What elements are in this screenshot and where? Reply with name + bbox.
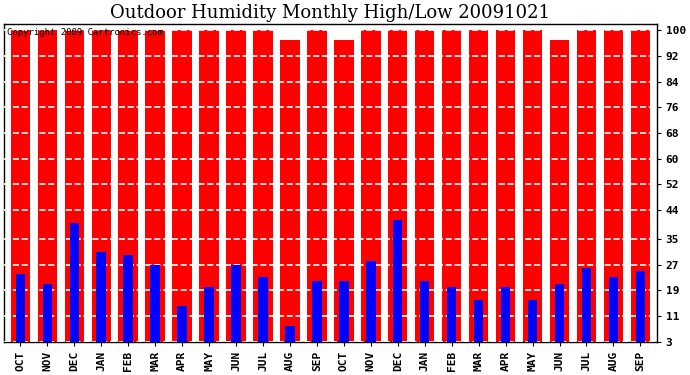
Bar xyxy=(16,274,25,342)
Bar xyxy=(119,30,138,342)
Title: Outdoor Humidity Monthly High/Low 20091021: Outdoor Humidity Monthly High/Low 200910… xyxy=(110,4,551,22)
Bar xyxy=(204,287,214,342)
Bar xyxy=(582,268,591,342)
Bar xyxy=(528,300,538,342)
Bar xyxy=(65,30,84,342)
Bar xyxy=(124,255,133,342)
Bar xyxy=(37,30,57,342)
Bar xyxy=(172,30,192,342)
Bar xyxy=(604,30,623,342)
Bar xyxy=(393,219,402,342)
Bar xyxy=(577,30,596,342)
Bar xyxy=(631,30,650,342)
Bar xyxy=(496,30,515,342)
Bar xyxy=(415,30,435,342)
Bar xyxy=(339,280,348,342)
Bar xyxy=(550,40,569,342)
Bar xyxy=(199,30,219,342)
Bar xyxy=(469,30,489,342)
Bar xyxy=(366,261,375,342)
Bar xyxy=(146,30,165,342)
Bar xyxy=(388,30,408,342)
Bar xyxy=(258,278,268,342)
Bar xyxy=(609,278,618,342)
Bar xyxy=(474,300,484,342)
Bar xyxy=(285,326,295,342)
Bar xyxy=(420,280,429,342)
Bar xyxy=(92,30,111,342)
Bar xyxy=(361,30,380,342)
Bar xyxy=(177,306,187,342)
Bar xyxy=(334,40,353,342)
Bar xyxy=(150,264,160,342)
Bar xyxy=(280,40,299,342)
Bar xyxy=(523,30,542,342)
Bar xyxy=(97,252,106,342)
Bar xyxy=(501,287,511,342)
Bar xyxy=(231,264,241,342)
Bar xyxy=(447,287,456,342)
Bar xyxy=(43,284,52,342)
Bar xyxy=(10,30,30,342)
Bar xyxy=(635,271,645,342)
Bar xyxy=(70,223,79,342)
Bar xyxy=(253,30,273,342)
Text: Copyright 2009 Cartronics.com: Copyright 2009 Cartronics.com xyxy=(8,28,164,38)
Bar xyxy=(226,30,246,342)
Bar xyxy=(555,284,564,342)
Bar xyxy=(307,30,326,342)
Bar xyxy=(442,30,462,342)
Bar xyxy=(312,280,322,342)
